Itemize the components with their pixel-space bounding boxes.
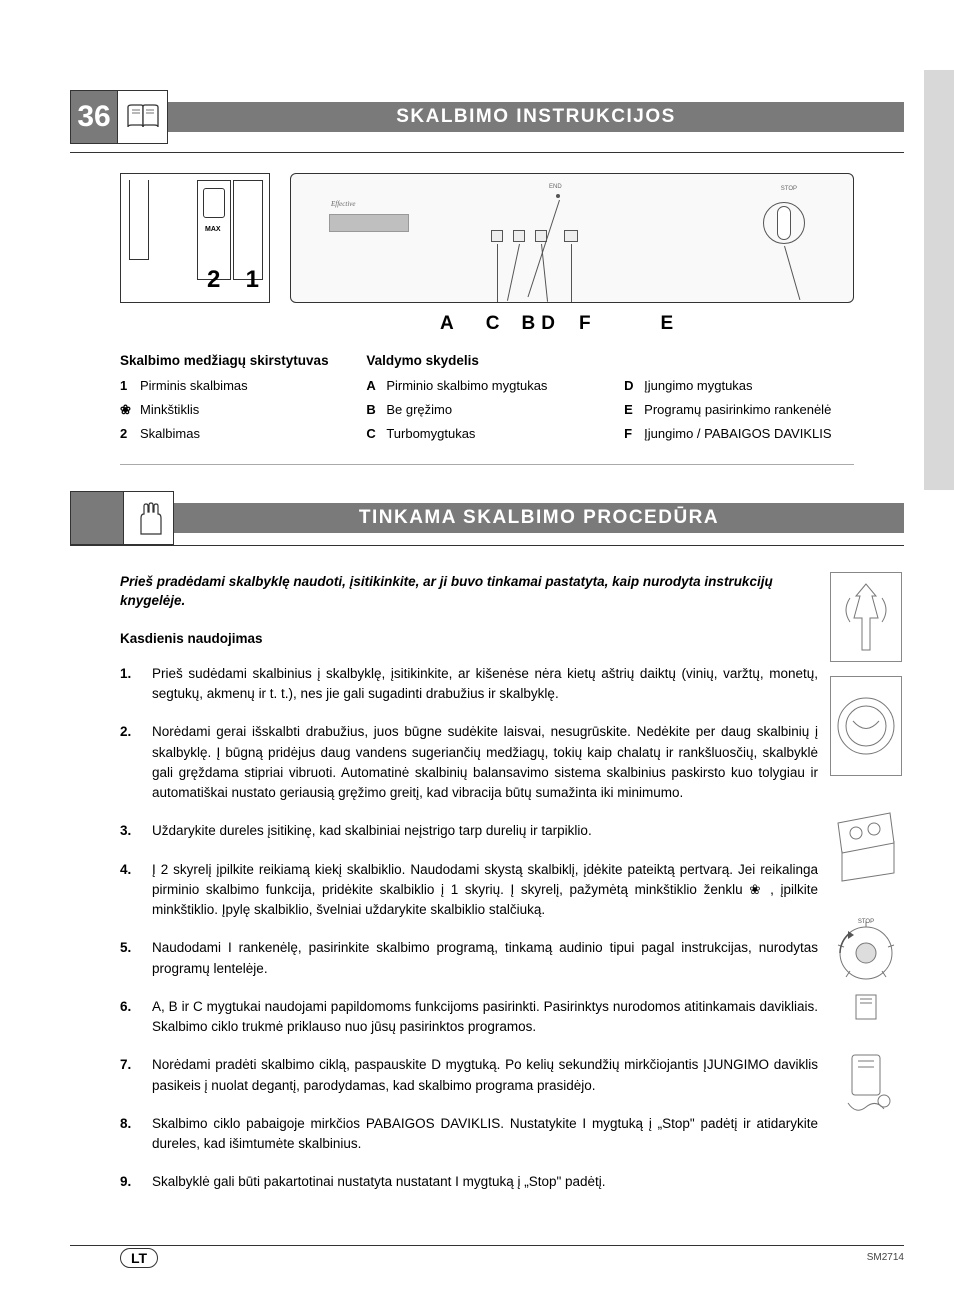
model-code: SM2714 — [867, 1252, 904, 1263]
legend-c2-i0: Pirminio skalbimo mygtukas — [386, 378, 547, 395]
illus-1 — [830, 572, 902, 662]
step-4: Į 2 skyrelį įpilkite reikiamą kiekį skal… — [152, 860, 818, 921]
step-9: Skalbyklė gali būti pakartotinai nustaty… — [152, 1172, 606, 1192]
label-C: C — [486, 313, 500, 335]
step-1: Prieš sudėdami skalbinius į skalbyklę, į… — [152, 664, 818, 705]
right-grey-strip — [924, 70, 954, 490]
side-illustrations: STOP — [828, 572, 904, 1211]
legend-c3-i1: Programų pasirinkimo rankenėlė — [644, 402, 831, 419]
subheading: Kasdienis naudojimas — [120, 631, 818, 646]
detergent-drawer-figure: MAX 2 1 — [120, 173, 270, 303]
drawer-label-1: 1 — [246, 266, 259, 294]
header-2: TINKAMA SKALBIMO PROCEDŪRA — [70, 491, 904, 545]
legend-col1-title: Skalbimo medžiagų skirstytuvas — [120, 353, 361, 368]
label-A: A — [440, 313, 454, 335]
illus-2 — [830, 676, 902, 776]
label-B: B — [521, 313, 535, 335]
title-1: SKALBIMO INSTRUKCIJOS — [168, 102, 904, 132]
intro-text: Prieš pradėdami skalbyklę naudoti, įsiti… — [120, 572, 818, 611]
header-1-underline — [70, 152, 904, 153]
header-2-box — [70, 491, 124, 545]
header-2-underline — [70, 545, 904, 546]
steps-list: 1.Prieš sudėdami skalbinius į skalbyklę,… — [120, 664, 818, 1193]
drawer-label-2: 2 — [207, 266, 220, 294]
language-badge: LT — [120, 1248, 158, 1268]
step-7: Norėdami pradėti skalbimo ciklą, paspaus… — [152, 1055, 818, 1096]
legend-c1-i0: Pirminis skalbimas — [140, 378, 248, 395]
legend: Skalbimo medžiagų skirstytuvas 1Pirminis… — [120, 353, 854, 465]
legend-c2-i2: Turbomygtukas — [386, 426, 475, 443]
title-2: TINKAMA SKALBIMO PROCEDŪRA — [174, 503, 904, 533]
legend-c3-i2: Įjungimo / PABAIGOS DAVIKLIS — [644, 426, 831, 443]
legend-c1-i1: Minkštiklis — [140, 402, 199, 419]
panel-brand: Effective — [331, 200, 355, 208]
label-E: E — [661, 313, 674, 335]
step-3: Uždarykite dureles įsitikinę, kad skalbi… — [152, 821, 592, 841]
footer: LT SM2714 — [70, 1245, 904, 1268]
illus-5 — [830, 1044, 902, 1124]
illus-3 — [830, 790, 902, 896]
step-6: A, B ir C mygtukai naudojami papildomoms… — [152, 997, 818, 1038]
label-F: F — [579, 313, 591, 335]
header-1: 36 SKALBIMO INSTRUKCIJOS — [70, 90, 904, 144]
legend-c2-i1: Be gręžimo — [386, 402, 452, 419]
control-panel-figure: Effective END STOP — [290, 173, 854, 303]
figures-row: MAX 2 1 Effective END STOP — [120, 173, 854, 303]
step-5: Naudodami I rankenėlę, pasirinkite skalb… — [152, 938, 818, 979]
legend-col2-title: Valdymo skydelis — [366, 353, 619, 368]
panel-letter-labels: A C B D F E — [120, 313, 854, 335]
hand-icon — [124, 491, 174, 545]
legend-c1-i2: Skalbimas — [140, 426, 200, 443]
label-D: D — [541, 313, 555, 335]
step-2: Norėdami gerai išskalbti drabužius, juos… — [152, 722, 818, 803]
page-number: 36 — [70, 90, 118, 144]
book-icon — [118, 90, 168, 144]
step-8: Skalbimo ciklo pabaigoje mirkčios PABAIG… — [152, 1114, 818, 1155]
legend-c3-i0: Įjungimo mygtukas — [644, 378, 752, 395]
illus-4: STOP — [830, 910, 902, 1030]
